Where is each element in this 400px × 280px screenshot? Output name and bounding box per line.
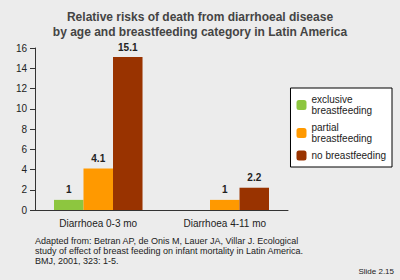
svg-text:14: 14 bbox=[16, 63, 28, 74]
svg-text:6: 6 bbox=[21, 144, 27, 155]
svg-text:Diarrhoea 0-3 mo: Diarrhoea 0-3 mo bbox=[59, 218, 137, 229]
svg-text:breastfeeding: breastfeeding bbox=[311, 133, 372, 144]
svg-text:no breastfeeding: no breastfeeding bbox=[311, 150, 386, 161]
svg-text:0: 0 bbox=[21, 205, 27, 216]
svg-text:2: 2 bbox=[21, 184, 27, 195]
svg-text:2.2: 2.2 bbox=[247, 172, 261, 183]
svg-text:1: 1 bbox=[66, 184, 72, 195]
svg-text:Slide 2.15: Slide 2.15 bbox=[358, 267, 394, 276]
svg-text:exclusive: exclusive bbox=[311, 94, 353, 105]
svg-text:4.1: 4.1 bbox=[91, 153, 105, 164]
svg-text:12: 12 bbox=[16, 83, 28, 94]
svg-text:breastfeeding: breastfeeding bbox=[311, 105, 372, 116]
svg-text:Relative risks of death from d: Relative risks of death from diarrhoeal … bbox=[67, 10, 333, 24]
svg-text:15.1: 15.1 bbox=[118, 42, 138, 53]
svg-text:Adapted from: Betran AP, de On: Adapted from: Betran AP, de Onis M, Laue… bbox=[35, 236, 298, 246]
svg-text:8: 8 bbox=[21, 124, 27, 135]
svg-text:BMJ, 2001, 323: 1-5.: BMJ, 2001, 323: 1-5. bbox=[35, 256, 119, 266]
svg-text:Diarrhoea 4-11 mo: Diarrhoea 4-11 mo bbox=[183, 218, 266, 229]
svg-text:by age and breastfeeding categ: by age and breastfeeding category in Lat… bbox=[53, 25, 348, 39]
svg-text:16: 16 bbox=[16, 43, 28, 54]
svg-text:10: 10 bbox=[16, 103, 28, 114]
svg-text:partial: partial bbox=[311, 122, 338, 133]
svg-text:1: 1 bbox=[222, 184, 228, 195]
svg-text:4: 4 bbox=[21, 164, 27, 175]
svg-text:study of effect of breast feed: study of effect of breast feeding on inf… bbox=[35, 246, 303, 256]
